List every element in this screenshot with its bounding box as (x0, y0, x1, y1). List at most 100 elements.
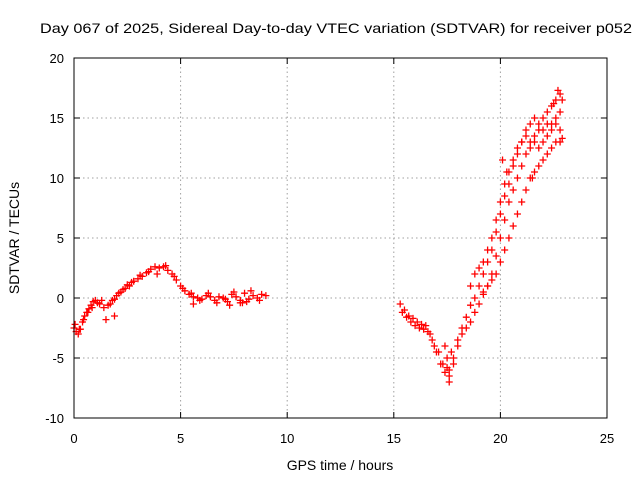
data-point (221, 295, 229, 303)
data-point (556, 90, 564, 98)
data-point (243, 298, 251, 306)
data-point (528, 174, 536, 182)
data-point (479, 288, 487, 296)
y-tick-label: -5 (52, 351, 64, 366)
data-point (501, 192, 509, 200)
data-point (398, 308, 406, 316)
data-point (136, 271, 144, 279)
data-point (535, 120, 543, 128)
x-axis-label: GPS time / hours (287, 457, 394, 473)
data-point (241, 289, 249, 297)
data-point (522, 150, 530, 158)
data-point (501, 216, 509, 224)
data-point (539, 138, 547, 146)
data-point (449, 360, 457, 368)
data-point (74, 330, 82, 338)
data-point (505, 198, 513, 206)
data-point (215, 293, 223, 301)
data-point (535, 144, 543, 152)
data-point (441, 342, 449, 350)
data-point (411, 322, 419, 330)
data-point (552, 96, 560, 104)
data-point (75, 325, 83, 333)
data-point (93, 299, 101, 307)
data-point (552, 114, 560, 122)
data-point (492, 270, 500, 278)
y-tick-label: 5 (57, 231, 64, 246)
data-point (445, 378, 453, 386)
x-tick-label: 0 (70, 431, 77, 446)
data-point (554, 86, 562, 94)
data-point (249, 292, 257, 300)
data-point (123, 281, 131, 289)
data-point (539, 156, 547, 164)
y-tick-label: 15 (50, 111, 64, 126)
data-point (501, 246, 509, 254)
data-point (492, 228, 500, 236)
data-point (111, 312, 119, 320)
data-point (496, 198, 504, 206)
y-tick-label: 10 (50, 171, 64, 186)
data-point (206, 293, 214, 301)
data-point (518, 162, 526, 170)
data-point (115, 289, 123, 297)
x-tick-label: 10 (280, 431, 294, 446)
data-point (204, 289, 212, 297)
data-point (226, 301, 234, 309)
data-point (503, 168, 511, 176)
data-point (467, 282, 475, 290)
data-point (522, 132, 530, 140)
data-point (443, 354, 451, 362)
data-point (403, 313, 411, 321)
data-point (526, 144, 534, 152)
data-point (84, 308, 92, 316)
data-point (422, 322, 430, 330)
data-point (418, 320, 426, 328)
data-point (445, 366, 453, 374)
data-point (513, 150, 521, 158)
data-point (420, 325, 428, 333)
chart-title: Day 067 of 2025, Sidereal Day-to-day VTE… (40, 20, 632, 36)
data-point (407, 318, 415, 326)
data-point (471, 294, 479, 302)
data-point (409, 314, 417, 322)
data-point (430, 342, 438, 350)
data-point (71, 320, 79, 328)
data-point (187, 289, 195, 297)
x-tick-label: 25 (600, 431, 614, 446)
data-point (550, 100, 558, 108)
data-point (98, 296, 106, 304)
data-point (85, 305, 93, 313)
data-point (80, 316, 88, 324)
data-point (162, 262, 170, 270)
y-tick-label: -10 (45, 411, 64, 426)
data-point (462, 324, 470, 332)
data-point (513, 210, 521, 218)
data-points (70, 86, 566, 386)
data-point (539, 126, 547, 134)
data-point (548, 120, 556, 128)
data-point (189, 300, 197, 308)
data-point (518, 198, 526, 206)
data-point (445, 372, 453, 380)
data-point (518, 138, 526, 146)
data-point (172, 276, 180, 284)
data-point (471, 308, 479, 316)
data-point (531, 168, 539, 176)
data-point (499, 156, 507, 164)
data-point (543, 108, 551, 116)
data-point (501, 180, 509, 188)
data-point (513, 174, 521, 182)
data-point (471, 270, 479, 278)
data-point (236, 299, 244, 307)
data-point (513, 144, 521, 152)
data-point (509, 156, 517, 164)
y-axis-ticks: 20 15 10 5 0 -5 -10 (45, 51, 607, 426)
data-point (396, 300, 404, 308)
data-point (232, 293, 240, 301)
data-point (106, 300, 114, 308)
data-point (88, 304, 96, 312)
data-point (526, 120, 534, 128)
data-point (556, 108, 564, 116)
data-point (484, 282, 492, 290)
